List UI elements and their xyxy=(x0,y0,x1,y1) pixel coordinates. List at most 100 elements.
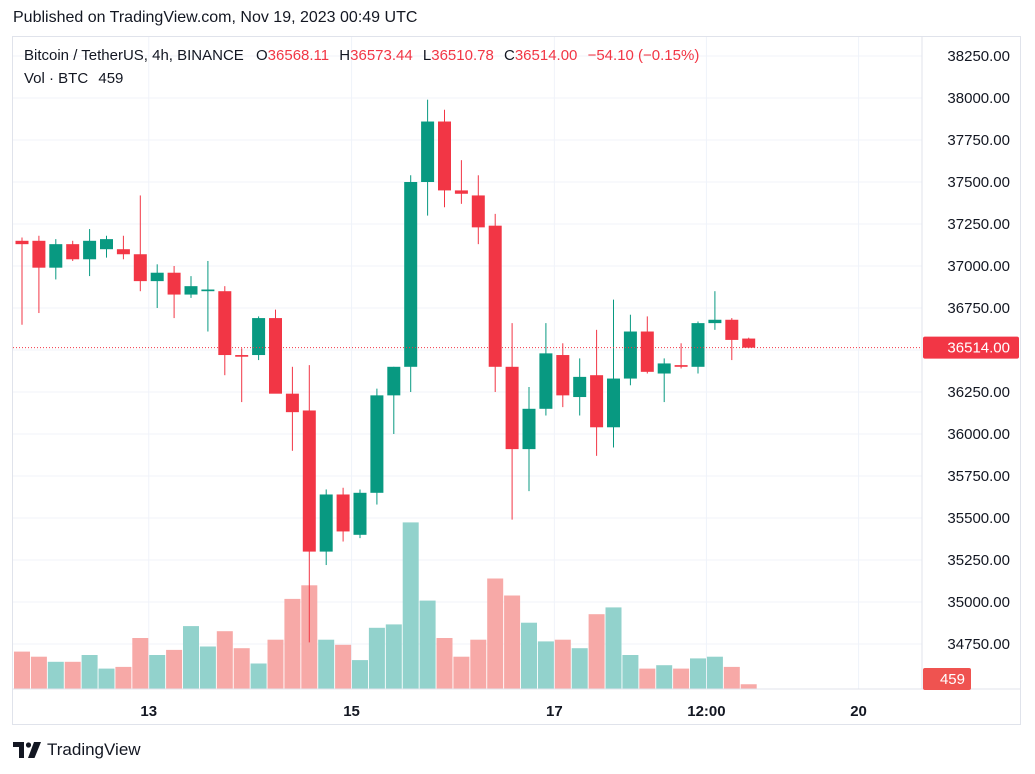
candle-body-12 xyxy=(218,291,232,356)
candle-body-22 xyxy=(387,366,401,396)
price-tick-label-14: 38250.00 xyxy=(947,48,1010,65)
open-value: 36568.11 xyxy=(267,47,330,64)
last-price-badge-label: 36514.00 xyxy=(947,340,1010,357)
price-tick-label-13: 38000.00 xyxy=(947,90,1010,107)
volume-bar-20 xyxy=(352,660,368,689)
volume-bar-18 xyxy=(318,639,335,689)
candle-body-29 xyxy=(505,366,519,450)
price-tick-label-2: 35250.00 xyxy=(947,552,1010,569)
volume-bar-3 xyxy=(64,661,81,689)
volume-legend: Vol · BTC 459 xyxy=(24,70,123,87)
volume-bar-7 xyxy=(132,638,149,689)
price-tick-label-5: 36000.00 xyxy=(947,426,1010,443)
high-value: 36573.44 xyxy=(350,47,413,64)
candle-body-37 xyxy=(640,331,654,372)
volume-bar-32 xyxy=(554,639,571,689)
volume-bar-2 xyxy=(47,661,64,689)
last-volume-badge xyxy=(923,668,971,690)
volume-bar-26 xyxy=(453,656,470,689)
grid-lines xyxy=(13,37,922,689)
candle-body-7 xyxy=(133,254,147,282)
volume-bar-12 xyxy=(216,631,233,689)
volume-bar-9 xyxy=(166,649,183,689)
volume-bar-42 xyxy=(723,666,740,689)
candle-body-5 xyxy=(100,239,113,250)
candle-body-31 xyxy=(539,353,553,409)
change-value: −54.10 (−0.15%) xyxy=(587,47,700,64)
candle-body-0 xyxy=(15,240,29,245)
volume-bar-8 xyxy=(149,655,166,689)
price-badges: 36514.00 459 xyxy=(923,336,1019,690)
volume-bar-11 xyxy=(199,646,216,689)
volume-bar-28 xyxy=(487,578,504,689)
candle-body-9 xyxy=(167,272,181,295)
price-tick-label-9: 37000.00 xyxy=(947,258,1010,275)
ohlc-legend: Bitcoin / TetherUS, 4h, BINANCE O36568.1… xyxy=(24,47,699,64)
volume-bar-23 xyxy=(402,522,419,689)
candle-body-8 xyxy=(150,272,164,282)
candle-body-4 xyxy=(83,240,97,260)
candle-body-42 xyxy=(725,319,739,340)
candle-body-40 xyxy=(691,323,705,367)
candle-body-34 xyxy=(590,375,604,428)
last-price-badge xyxy=(923,336,1019,359)
volume-bar-39 xyxy=(673,668,690,689)
candle-body-27 xyxy=(471,195,485,228)
volume-bar-33 xyxy=(571,648,588,689)
volume-bar-21 xyxy=(368,627,385,689)
candle-body-18 xyxy=(319,494,333,552)
volume-bar-43 xyxy=(740,684,757,689)
volume-bar-6 xyxy=(115,666,132,689)
volume-bars xyxy=(14,522,757,689)
candle-body-16 xyxy=(285,393,299,413)
time-axis: 13 15 17 12:00 20 xyxy=(13,688,1020,720)
volume-bar-15 xyxy=(267,639,284,689)
tradingview-logo-icon xyxy=(13,742,41,758)
close-label: C xyxy=(503,47,515,64)
footer-brand[interactable]: TradingView xyxy=(13,740,141,760)
volume-bar-13 xyxy=(233,648,250,689)
candle-body-39 xyxy=(674,365,688,367)
volume-label: Vol · BTC xyxy=(24,70,89,87)
chart-frame xyxy=(12,36,1021,725)
volume-bar-31 xyxy=(537,641,554,689)
low-value: 36510.78 xyxy=(431,47,494,64)
time-tick-label-3: 12:00 xyxy=(687,703,725,720)
price-tick-label-11: 37500.00 xyxy=(947,174,1010,191)
high-label: H xyxy=(339,47,351,64)
candles xyxy=(15,99,756,643)
volume-value: 459 xyxy=(98,70,124,87)
time-tick-label-0: 13 xyxy=(140,703,157,720)
volume-bar-40 xyxy=(690,658,706,689)
volume-bar-38 xyxy=(656,665,673,689)
price-tick-label-1: 35000.00 xyxy=(947,594,1010,611)
candle-body-24 xyxy=(421,121,435,182)
volume-bar-0 xyxy=(14,651,30,689)
candle-body-41 xyxy=(708,319,722,324)
volume-bar-37 xyxy=(639,668,656,689)
candle-body-43 xyxy=(742,338,756,348)
candle-body-23 xyxy=(404,182,418,367)
volume-bar-29 xyxy=(504,595,521,689)
time-tick-label-2: 17 xyxy=(546,703,563,720)
volume-bar-30 xyxy=(521,622,537,689)
volume-bar-41 xyxy=(706,656,723,689)
time-tick-label-1: 15 xyxy=(343,703,360,720)
candle-body-25 xyxy=(438,121,451,191)
candle-body-21 xyxy=(370,395,384,493)
price-tick-label-3: 35500.00 xyxy=(947,510,1010,527)
candle-body-33 xyxy=(573,376,587,398)
candle-body-1 xyxy=(32,240,46,268)
price-tick-label-6: 36250.00 xyxy=(947,384,1010,401)
footer-brand-label: TradingView xyxy=(47,740,141,759)
price-tick-label-10: 37250.00 xyxy=(947,216,1010,233)
last-volume-badge-label: 459 xyxy=(940,671,965,688)
candle-body-36 xyxy=(623,331,637,379)
symbol-label: Bitcoin / TetherUS, 4h, BINANCE xyxy=(24,47,244,64)
volume-bar-5 xyxy=(98,668,115,689)
candle-body-32 xyxy=(556,355,570,396)
volume-bar-36 xyxy=(622,655,639,689)
candle-body-26 xyxy=(454,190,468,194)
candle-body-38 xyxy=(657,363,671,374)
